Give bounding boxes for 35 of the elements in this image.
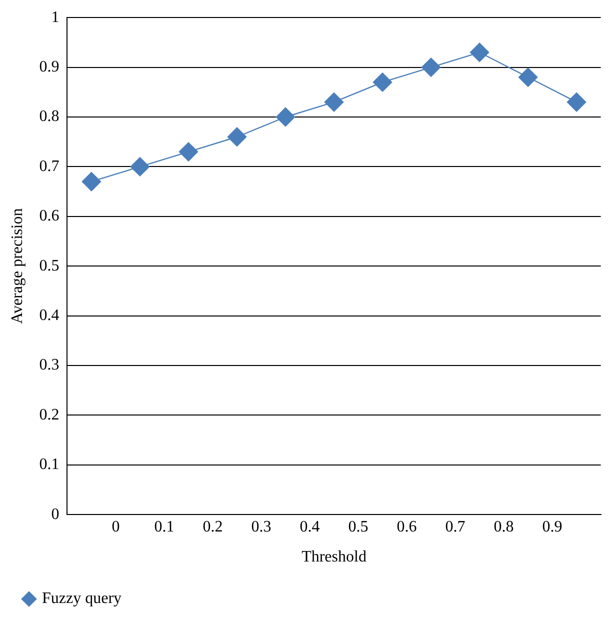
- y-tick-label: 0.4: [39, 307, 60, 324]
- point: [130, 157, 150, 176]
- point: [372, 72, 392, 92]
- point: [276, 107, 296, 127]
- y-tick-label: 0.6: [39, 208, 60, 225]
- y-tick-label: 0.3: [39, 356, 60, 374]
- point: [518, 68, 538, 87]
- y-axis-title: Average precision: [8, 208, 26, 324]
- y-tick-label: 0.9: [39, 58, 60, 76]
- point: [178, 142, 198, 162]
- y-tick-label: 0.1: [39, 456, 60, 474]
- point: [324, 92, 344, 112]
- x-tick-label: 0.5: [348, 518, 368, 536]
- point: [227, 127, 247, 146]
- x-tick-label: 0: [112, 518, 120, 536]
- point: [470, 42, 490, 62]
- point: [421, 58, 441, 77]
- x-tick-label: 0.7: [445, 518, 466, 536]
- y-tick-label: 0.8: [39, 108, 60, 126]
- y-tick-label: 0: [51, 506, 60, 523]
- y-tick-label: 1: [51, 8, 60, 26]
- x-tick-label: 0.1: [154, 518, 174, 536]
- x-tick-label: 0.9: [542, 518, 562, 536]
- y-tick-label: 0.7: [39, 158, 60, 175]
- x-tick-label: 0.3: [251, 518, 272, 536]
- legend-label: Fuzzy query: [42, 590, 122, 608]
- point: [82, 172, 102, 192]
- x-tick-label: 0.8: [494, 518, 514, 536]
- y-tick-label: 0.2: [39, 406, 60, 424]
- x-tick-label: 0.6: [396, 518, 417, 536]
- x-tick-label: 0.2: [202, 518, 223, 536]
- y-tick-label: 0.5: [39, 257, 60, 274]
- x-axis-title: Threshold: [302, 548, 366, 566]
- x-tick-label: 0.4: [300, 518, 320, 536]
- point: [566, 92, 586, 112]
